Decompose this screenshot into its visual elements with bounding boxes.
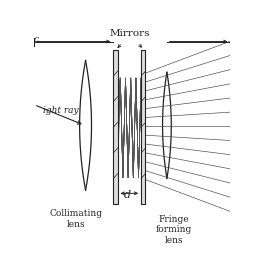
Text: c: c (34, 35, 39, 44)
Text: Fringe
forming
lens: Fringe forming lens (156, 215, 192, 245)
Text: Collimating
lens: Collimating lens (49, 209, 102, 229)
Text: d: d (124, 190, 131, 200)
Bar (141, 50, 145, 204)
Bar (113, 50, 118, 204)
Text: Mirrors: Mirrors (110, 29, 151, 38)
Text: ight ray: ight ray (43, 106, 79, 115)
